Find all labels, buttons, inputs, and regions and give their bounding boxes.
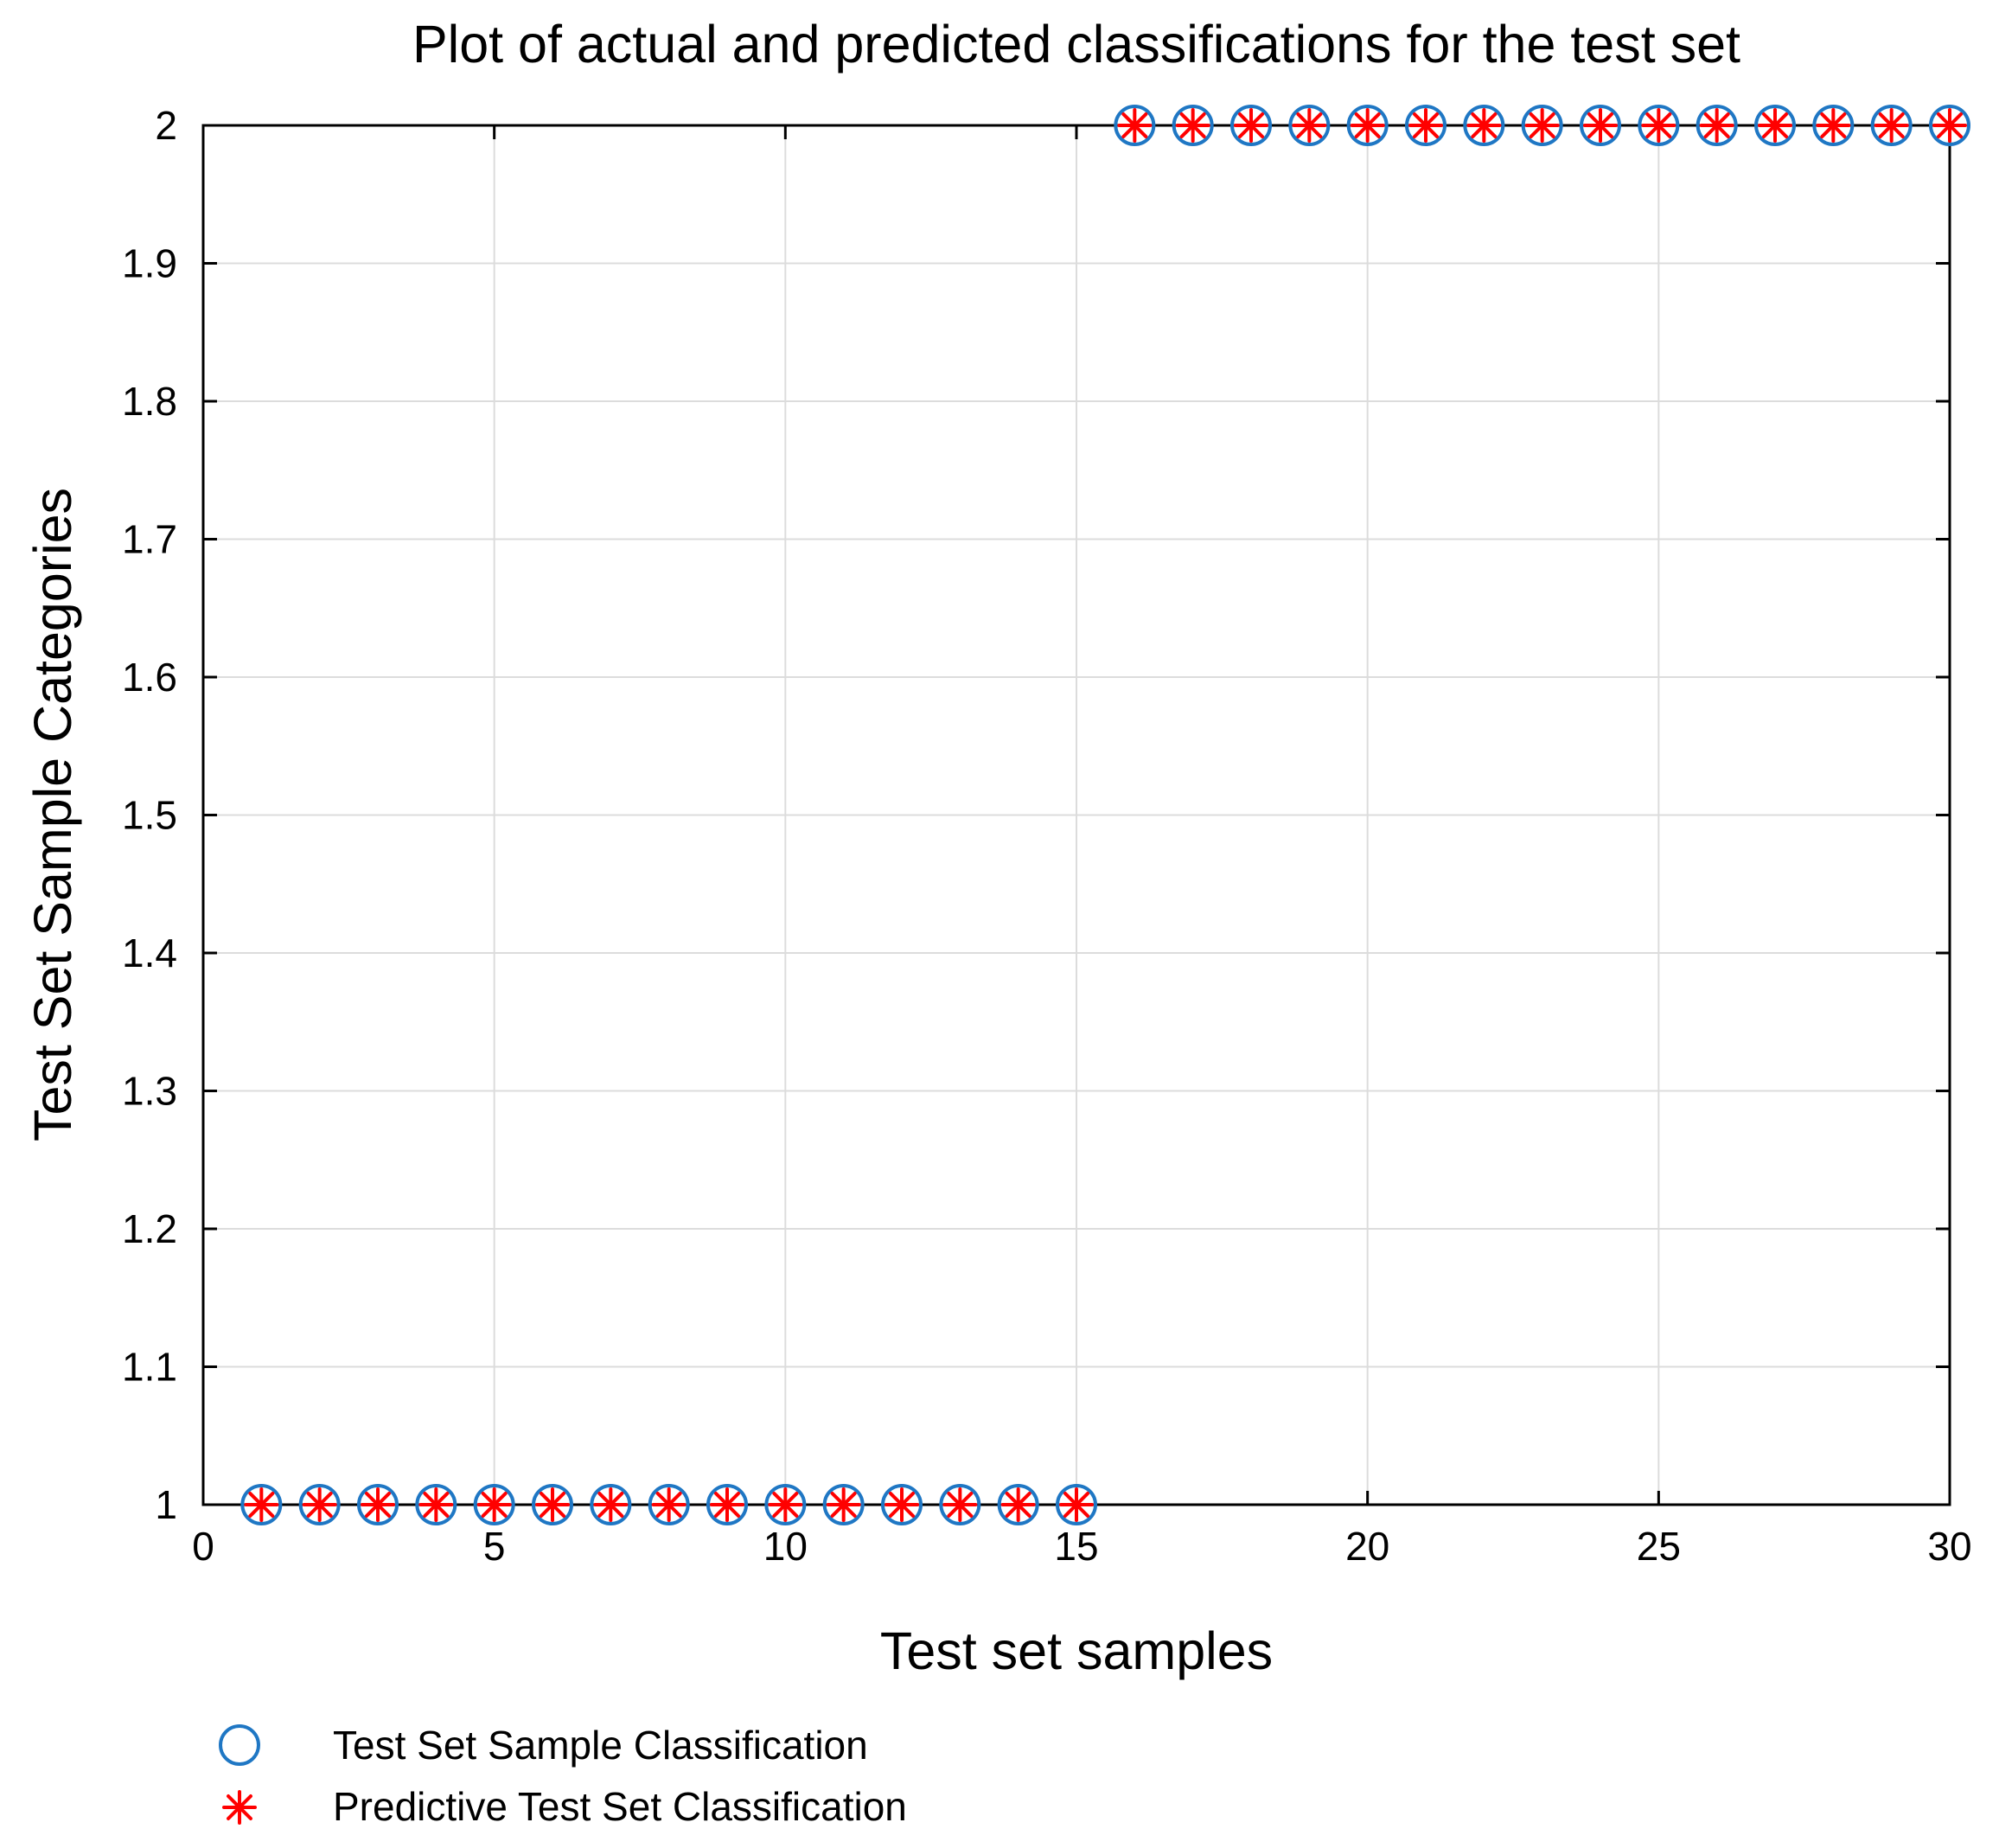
actual-point-3 [357, 1484, 399, 1525]
predicted-point-8 [651, 1487, 687, 1522]
series-actual [240, 105, 1970, 1525]
predicted-point-21 [1408, 108, 1443, 143]
predicted-point-22 [1466, 108, 1502, 143]
actual-point-1 [240, 1484, 283, 1525]
y-axis-label: Test Set Sample Categories [23, 488, 82, 1141]
actual-point-16 [1114, 105, 1156, 146]
y-tick-label-1-1: 1.1 [122, 1345, 177, 1390]
predicted-point-24 [1583, 108, 1618, 143]
actual-point-23 [1521, 105, 1563, 146]
legend-circle-glyph [219, 1724, 260, 1766]
actual-point-10 [764, 1484, 807, 1525]
y-tick-label-1-3: 1.3 [122, 1069, 177, 1114]
predicted-point-12 [885, 1487, 919, 1522]
predicted-point-27 [1758, 108, 1792, 143]
legend: Test Set Sample Classification Predictiv… [219, 1723, 907, 1829]
actual-point-26 [1696, 105, 1738, 146]
predicted-point-17 [1175, 108, 1210, 143]
actual-point-15 [1056, 1484, 1097, 1525]
x-tick-label-30: 30 [1927, 1524, 1971, 1569]
x-axis-ticks: 0 5 10 15 20 25 30 [192, 125, 1972, 1569]
legend-entry-test-set-sample-classification: Test Set Sample Classification [333, 1723, 868, 1768]
series-predicted [244, 108, 1967, 1522]
actual-point-24 [1580, 105, 1621, 146]
predicted-point-19 [1292, 108, 1327, 143]
actual-point-19 [1288, 105, 1331, 146]
predicted-point-11 [826, 1487, 861, 1522]
y-tick-label-1-2: 1.2 [122, 1206, 177, 1251]
predicted-point-10 [768, 1487, 803, 1522]
predicted-point-29 [1874, 108, 1909, 143]
actual-point-4 [415, 1484, 457, 1525]
predicted-point-28 [1816, 108, 1851, 143]
actual-point-12 [881, 1484, 923, 1525]
legend-entry-predictive-test-set-classification: Predictive Test Set Classification [333, 1784, 907, 1829]
y-tick-label-1: 1 [155, 1482, 177, 1527]
y-tick-label-1-5: 1.5 [122, 793, 177, 838]
legend-asterisk-glyph [222, 1790, 257, 1825]
predicted-point-25 [1641, 108, 1676, 143]
actual-point-13 [939, 1484, 981, 1525]
actual-point-9 [706, 1484, 748, 1525]
actual-point-7 [590, 1484, 632, 1525]
y-tick-label-1-7: 1.7 [122, 517, 177, 562]
legend-circle-marker-icon [219, 1724, 260, 1766]
predicted-point-5 [476, 1487, 512, 1522]
series-markers [240, 105, 1970, 1525]
chart-title: Plot of actual and predicted classificat… [412, 15, 1740, 74]
actual-point-22 [1463, 105, 1505, 146]
predicted-point-30 [1932, 108, 1967, 143]
y-axis-ticks: 1 1.1 1.2 1.3 1.4 1.5 1.6 1.7 1.8 1.9 2 [122, 103, 1950, 1527]
predicted-point-7 [593, 1487, 629, 1522]
actual-point-28 [1812, 105, 1855, 146]
predicted-point-2 [302, 1487, 337, 1522]
predicted-point-18 [1234, 108, 1268, 143]
x-axis-label: Test set samples [880, 1621, 1273, 1680]
predicted-point-23 [1524, 108, 1560, 143]
actual-point-5 [473, 1484, 515, 1525]
actual-point-14 [997, 1484, 1039, 1525]
actual-point-17 [1172, 105, 1214, 146]
actual-point-21 [1405, 105, 1447, 146]
x-tick-label-25: 25 [1637, 1524, 1681, 1569]
predicted-point-1 [244, 1487, 279, 1522]
predicted-point-9 [710, 1487, 744, 1522]
x-tick-label-0: 0 [192, 1524, 214, 1569]
actual-point-27 [1754, 105, 1796, 146]
y-tick-label-1-9: 1.9 [122, 241, 177, 286]
predicted-point-15 [1059, 1487, 1094, 1522]
predicted-point-14 [1000, 1487, 1036, 1522]
y-tick-label-2: 2 [155, 103, 177, 148]
x-tick-label-5: 5 [483, 1524, 506, 1569]
x-tick-label-20: 20 [1345, 1524, 1389, 1569]
predicted-point-3 [361, 1487, 395, 1522]
x-tick-label-10: 10 [763, 1524, 808, 1569]
grid [203, 125, 1950, 1505]
y-tick-label-1-8: 1.8 [122, 379, 177, 424]
actual-point-25 [1638, 105, 1680, 146]
legend-asterisk-marker-icon [222, 1790, 257, 1825]
x-tick-label-15: 15 [1054, 1524, 1098, 1569]
actual-point-8 [648, 1484, 690, 1525]
actual-point-30 [1929, 105, 1970, 146]
actual-point-2 [298, 1484, 341, 1525]
y-tick-label-1-6: 1.6 [122, 655, 177, 700]
predicted-point-20 [1350, 108, 1385, 143]
predicted-point-26 [1699, 108, 1734, 143]
predicted-point-4 [418, 1487, 454, 1522]
predicted-point-16 [1117, 108, 1153, 143]
actual-point-18 [1230, 105, 1272, 146]
predicted-point-13 [942, 1487, 978, 1522]
predicted-point-6 [535, 1487, 570, 1522]
actual-point-29 [1870, 105, 1913, 146]
actual-point-20 [1346, 105, 1389, 146]
actual-point-11 [822, 1484, 865, 1525]
y-tick-label-1-4: 1.4 [122, 930, 177, 975]
actual-point-6 [532, 1484, 573, 1525]
